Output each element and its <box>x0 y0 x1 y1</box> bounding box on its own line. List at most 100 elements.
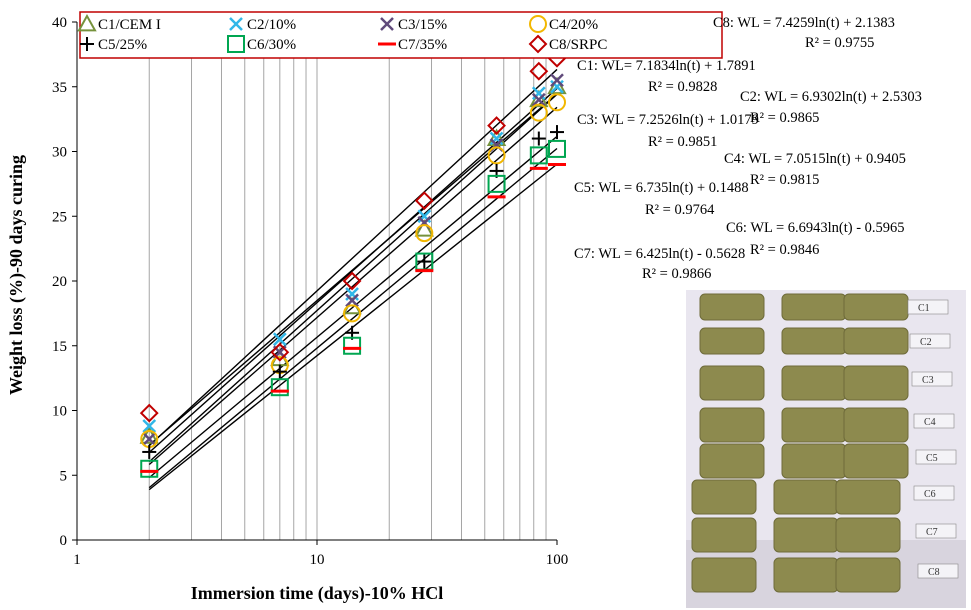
data-point <box>345 293 359 308</box>
legend-label: C7/35% <box>398 37 447 53</box>
specimen-cube <box>835 517 901 553</box>
series-c2-10- <box>142 79 564 433</box>
y-tick-label: 30 <box>52 145 67 161</box>
data-point <box>550 73 564 88</box>
specimen-cube <box>781 293 847 321</box>
y-tick-label: 15 <box>52 339 67 355</box>
x-tick-label: 100 <box>546 552 569 568</box>
legend-marker <box>229 17 243 31</box>
y-tick-label: 40 <box>52 15 67 31</box>
series-c6-30- <box>140 139 566 478</box>
trendline-equation: C3: WL = 7.2526ln(t) + 1.0179 <box>577 112 759 128</box>
specimen-cube <box>699 443 765 479</box>
data-point <box>531 131 546 146</box>
specimen-tag <box>917 563 959 579</box>
r-squared-label: R² = 0.9764 <box>645 202 715 218</box>
chart-legend: C1/CEM I C2/10% C3/15% C4/20% C5/25% C6/30% C7… <box>77 11 723 59</box>
data-markers <box>139 48 567 478</box>
specimen-cube <box>843 443 909 479</box>
legend-marker <box>529 15 547 33</box>
legend-label: C8/SRPC <box>549 37 607 53</box>
trendline-c6 <box>148 147 558 489</box>
data-point <box>140 459 159 478</box>
trendline-c8 <box>148 68 558 447</box>
y-axis-label: Weight loss (%)-90 days curing <box>6 155 27 395</box>
data-point <box>548 93 566 112</box>
specimen-cube <box>835 557 901 593</box>
trendlines <box>148 68 558 491</box>
specimen-cube <box>699 365 765 401</box>
legend-label: C4/20% <box>549 17 598 33</box>
specimen-cube <box>773 517 839 553</box>
specimen-cube <box>835 479 901 515</box>
data-point <box>414 191 434 211</box>
data-point <box>272 364 287 379</box>
legend-label: C2/10% <box>247 17 296 33</box>
specimen-cube <box>781 365 847 401</box>
trendline-equation: C8: WL = 7.4259ln(t) + 2.1383 <box>713 15 895 31</box>
data-point <box>487 146 506 165</box>
specimen-tag-label: C2 <box>920 337 932 348</box>
specimen-photo: C1 C2 C3 C4 C5 C6 C7 C8 <box>686 290 966 608</box>
specimen-cube <box>691 517 757 553</box>
trendline-c3 <box>148 93 558 463</box>
x-stroke <box>229 17 243 31</box>
x-axis-label: Immersion time (days)-10% HCl <box>191 583 443 604</box>
data-point <box>343 304 362 323</box>
trendline-equation: C1: WL= 7.1834ln(t) + 1.7891 <box>577 58 756 74</box>
r-squared-label: R² = 0.9755 <box>805 35 875 51</box>
specimen-cube <box>699 407 765 443</box>
specimen-cube <box>691 479 757 515</box>
data-point <box>142 419 157 433</box>
legend-marker <box>227 35 245 53</box>
trendline-c4 <box>148 106 558 466</box>
trendline-equation: C5: WL = 6.735ln(t) + 0.1488 <box>574 180 749 196</box>
data-point <box>487 116 506 136</box>
specimen-tag <box>913 413 955 429</box>
data-point <box>139 403 159 423</box>
r-squared-label: R² = 0.9828 <box>648 79 718 95</box>
data-point <box>531 92 546 107</box>
data-point <box>529 103 548 122</box>
y-tick-label: 5 <box>60 468 68 484</box>
specimen-tag <box>907 299 949 315</box>
trendline-c5 <box>148 135 558 479</box>
legend-marker <box>80 37 94 51</box>
specimen-cube <box>781 327 847 355</box>
y-tick-label: 25 <box>52 209 67 225</box>
y-tick-label: 0 <box>60 533 68 549</box>
legend-label: C1/CEM I <box>98 17 161 33</box>
specimen-tag <box>909 333 951 349</box>
data-point <box>417 254 432 269</box>
specimen-tag <box>915 523 957 539</box>
specimen-tag-label: C1 <box>918 303 930 314</box>
specimen-cube <box>699 293 765 321</box>
data-point <box>343 336 362 355</box>
specimen-cube <box>843 365 909 401</box>
data-point <box>529 61 549 81</box>
chart-grid <box>148 22 547 540</box>
x-stroke <box>550 73 564 88</box>
legend-label: C6/30% <box>247 37 296 53</box>
specimen-tag-label: C8 <box>928 567 940 578</box>
specimen-tag <box>911 371 953 387</box>
x-stroke <box>345 293 359 308</box>
y-tick-label: 35 <box>52 80 67 96</box>
data-point <box>529 146 548 165</box>
specimen-tag <box>915 449 957 465</box>
x-tick-label: 10 <box>310 552 325 568</box>
r-squared-label: R² = 0.9846 <box>750 242 820 258</box>
specimen-cube <box>773 479 839 515</box>
chart-axes: 0 5 10 15 20 25 30 35 40 1 10 100 <box>52 15 568 568</box>
specimen-cube <box>773 557 839 593</box>
x-stroke <box>142 432 157 446</box>
specimen-cube <box>843 293 909 321</box>
data-point <box>531 86 546 101</box>
data-point <box>272 332 287 347</box>
x-stroke <box>531 92 546 107</box>
legend-marker <box>528 34 548 54</box>
trendline-c7 <box>148 163 558 491</box>
legend-marker <box>380 17 394 31</box>
series-c7-35- <box>140 162 566 473</box>
data-point <box>142 444 157 459</box>
